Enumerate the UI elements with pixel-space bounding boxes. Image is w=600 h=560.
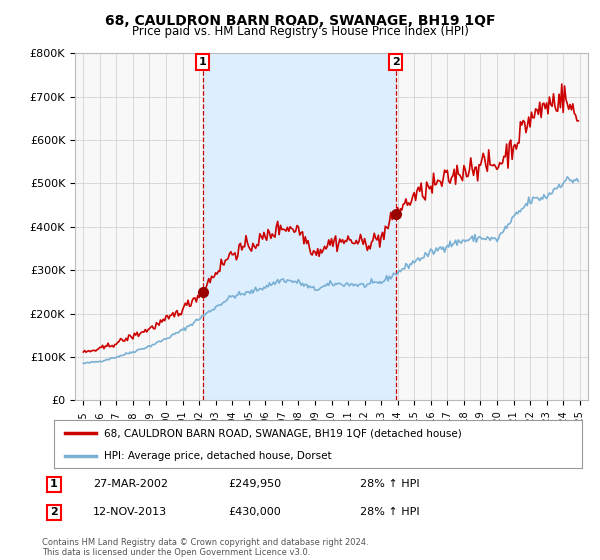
Text: 1: 1 xyxy=(199,57,206,67)
Text: 2: 2 xyxy=(50,507,58,517)
Text: 2: 2 xyxy=(392,57,400,67)
Text: Price paid vs. HM Land Registry's House Price Index (HPI): Price paid vs. HM Land Registry's House … xyxy=(131,25,469,38)
Text: 1: 1 xyxy=(50,479,58,489)
Text: £430,000: £430,000 xyxy=(228,507,281,517)
Text: Contains HM Land Registry data © Crown copyright and database right 2024.
This d: Contains HM Land Registry data © Crown c… xyxy=(42,538,368,557)
Text: £249,950: £249,950 xyxy=(228,479,281,489)
Text: 68, CAULDRON BARN ROAD, SWANAGE, BH19 1QF: 68, CAULDRON BARN ROAD, SWANAGE, BH19 1Q… xyxy=(105,14,495,28)
Text: HPI: Average price, detached house, Dorset: HPI: Average price, detached house, Dors… xyxy=(104,451,332,461)
Text: 28% ↑ HPI: 28% ↑ HPI xyxy=(360,479,419,489)
Text: 68, CAULDRON BARN ROAD, SWANAGE, BH19 1QF (detached house): 68, CAULDRON BARN ROAD, SWANAGE, BH19 1Q… xyxy=(104,428,462,438)
Text: 27-MAR-2002: 27-MAR-2002 xyxy=(93,479,168,489)
Bar xyxy=(203,53,396,400)
Text: 28% ↑ HPI: 28% ↑ HPI xyxy=(360,507,419,517)
Text: 12-NOV-2013: 12-NOV-2013 xyxy=(93,507,167,517)
